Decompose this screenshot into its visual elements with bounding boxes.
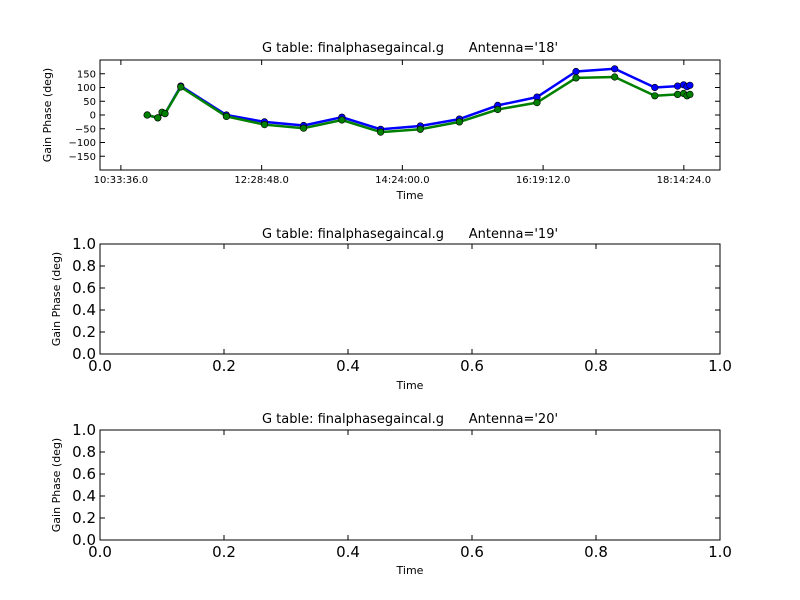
panel-2-x-tick-label: 0.0 xyxy=(88,357,112,375)
panel-1-y-tick-label: −100 xyxy=(69,138,96,149)
panel-3-y-tick-label: 1.0 xyxy=(72,421,96,439)
panel-2-x-tick-label: 0.4 xyxy=(336,357,360,375)
series-2-point xyxy=(533,98,541,107)
panel-2-y-tick-label: 0.6 xyxy=(72,279,96,297)
panel-2-x-tick-label: 1.0 xyxy=(708,357,732,375)
series-2-point xyxy=(455,118,464,126)
panel-1-y-tick-label: −150 xyxy=(69,152,96,163)
panel-2-axes: 0.0 0.2 0.4 0.6 0.8 1.0 1.0 0.8 0.6 0.4 0.2 0.0 xyxy=(72,235,732,375)
series-2-point xyxy=(611,73,619,81)
series-2-point xyxy=(260,120,269,129)
series-2-point xyxy=(300,124,308,132)
panel-3-y-tick-label: 0.4 xyxy=(72,487,96,505)
panel-1-y-tick-label: 100 xyxy=(77,83,96,94)
panel-2-x-tick-label: 0.2 xyxy=(212,357,236,375)
panel-1-x-tick-label: 12:28:48.0 xyxy=(234,175,288,186)
panel-3-plot-frame xyxy=(99,429,721,541)
series-1-point xyxy=(686,81,694,89)
panel-1-y-tick-label: 150 xyxy=(77,69,96,80)
series-1-point xyxy=(572,67,580,76)
panel-3-y-tick-label: 0.0 xyxy=(72,531,96,549)
panel-3-x-tick-label: 0.6 xyxy=(460,543,484,561)
series-1-point xyxy=(673,82,682,90)
panel-1-title: G table: finalphasegaincal.g Antenna='18… xyxy=(262,41,558,56)
panel-3-ylabel: Gain Phase (deg) xyxy=(50,438,63,532)
panel-2-y-tick-label: 0.4 xyxy=(72,301,96,319)
panel-1-series-points xyxy=(143,65,694,136)
series-2-point xyxy=(222,112,230,120)
panel-2-x-tick-label: 0.6 xyxy=(460,357,484,375)
series-2-point xyxy=(494,105,502,114)
panel-3-y-tick-label: 0.6 xyxy=(72,465,96,483)
series-2-point xyxy=(651,92,659,100)
panel-3-x-tick-label: 0.0 xyxy=(88,543,112,561)
panel-3-y-tick-label: 0.2 xyxy=(72,509,96,527)
panel-1-x-axis: 10:33:36.0 12:28:48.0 14:24:00.0 16:19:12.0… xyxy=(94,60,711,186)
panel-3-x-tick-label: 0.8 xyxy=(584,543,608,561)
panel-2-y-tick-label: 0.0 xyxy=(72,345,96,363)
series-1-point xyxy=(651,83,659,92)
series-2-point xyxy=(154,114,162,122)
series-2-point xyxy=(686,90,694,98)
panel-antenna-20: G table: finalphasegaincal.g Antenna='20… xyxy=(50,412,732,577)
panel-3-x-tick-label: 1.0 xyxy=(708,543,732,561)
panel-2-title: G table: finalphasegaincal.g Antenna='19… xyxy=(262,227,558,242)
panel-3-x-tick-label: 0.2 xyxy=(212,543,236,561)
panel-3-xlabel: Time xyxy=(396,564,424,577)
panel-2-xlabel: Time xyxy=(396,379,424,392)
panel-2-x-tick-label: 0.8 xyxy=(584,357,608,375)
panel-3-y-tick-label: 0.8 xyxy=(72,443,96,461)
panel-1-xlabel: Time xyxy=(396,189,424,202)
panel-1-y-axis: 150 100 50 0 −50 −100 −150 xyxy=(69,69,720,163)
panel-antenna-18: G table: finalphasegaincal.g Antenna='18… xyxy=(41,41,721,202)
panel-1-y-tick-label: 0 xyxy=(90,111,96,122)
panel-1-x-tick-label: 14:24:00.0 xyxy=(375,175,429,186)
series-2-point xyxy=(416,125,424,133)
panel-1-y-tick-label: 50 xyxy=(83,97,96,108)
panel-3-axes: 0.0 0.2 0.4 0.6 0.8 1.0 1.0 0.8 0.6 0.4 0.2 0.0 xyxy=(72,421,732,561)
panel-1-ylabel: Gain Phase (deg) xyxy=(41,68,54,162)
panel-1-x-tick-label: 16:19:12.0 xyxy=(516,175,570,186)
panel-3-title: G table: finalphasegaincal.g Antenna='20… xyxy=(262,412,558,427)
panel-2-y-tick-label: 1.0 xyxy=(72,235,96,253)
series-2-point xyxy=(338,116,346,124)
panel-1-x-tick-label: 18:14:24.0 xyxy=(657,175,711,186)
series-2-point xyxy=(673,90,682,98)
series-2-point xyxy=(177,83,185,91)
panel-2-plot-frame xyxy=(99,243,721,355)
panel-2-y-tick-label: 0.8 xyxy=(72,257,96,275)
series-1-point xyxy=(611,65,619,73)
panel-1-plot-frame xyxy=(99,59,721,171)
panel-1-x-tick-label: 10:33:36.0 xyxy=(94,175,148,186)
series-2-point xyxy=(143,111,151,119)
panel-antenna-19: G table: finalphasegaincal.g Antenna='19… xyxy=(50,227,732,392)
panel-3-x-tick-label: 0.4 xyxy=(336,543,360,561)
panel-2-ylabel: Gain Phase (deg) xyxy=(50,252,63,346)
series-2-point xyxy=(572,74,580,82)
panel-2-y-tick-label: 0.2 xyxy=(72,323,96,341)
series-2-point xyxy=(377,128,385,136)
series-2-point xyxy=(161,109,169,118)
panel-1-y-tick-label: −50 xyxy=(75,124,96,135)
